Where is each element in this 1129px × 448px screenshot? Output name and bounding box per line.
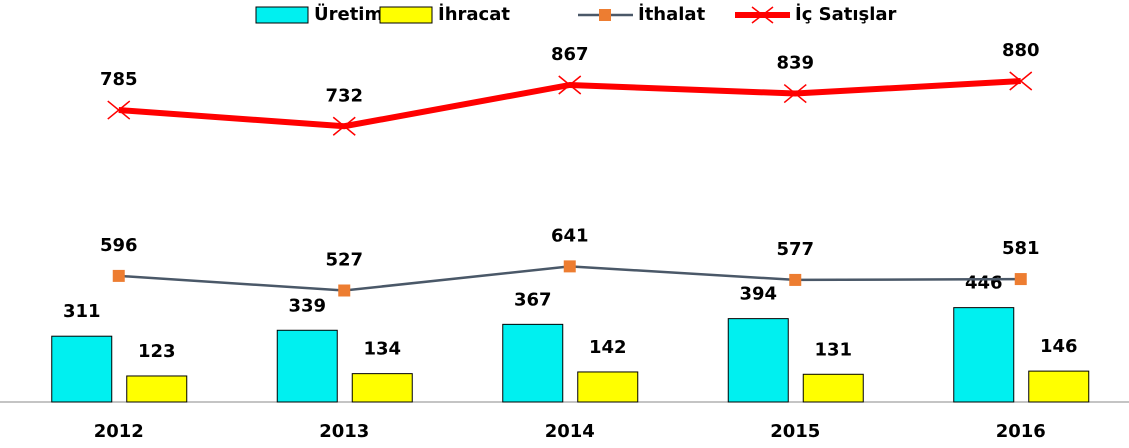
line	[118, 78, 1021, 130]
bar	[502, 323, 564, 403]
value-label: 142	[589, 337, 627, 358]
value-label: 446	[965, 273, 1003, 294]
x-tick-label: 2012	[94, 421, 144, 442]
marker	[332, 116, 356, 136]
bar	[727, 318, 789, 403]
marker	[563, 260, 576, 273]
value-label: 785	[100, 69, 138, 90]
value-label: 131	[814, 339, 852, 360]
marker	[107, 100, 131, 120]
value-label: 581	[1002, 238, 1040, 259]
bar	[51, 335, 113, 403]
bar	[953, 307, 1015, 403]
value-label: 367	[514, 289, 552, 310]
x-tick-label: 2013	[319, 421, 369, 442]
value-label: 839	[776, 53, 814, 74]
bar	[577, 371, 639, 403]
value-label: 577	[776, 239, 814, 260]
marker	[783, 83, 807, 104]
marker	[789, 273, 802, 286]
marker	[112, 269, 125, 282]
marker	[1009, 71, 1033, 91]
value-label: 732	[325, 85, 363, 106]
value-label: 146	[1040, 336, 1078, 357]
legend-swatch	[255, 6, 309, 24]
legend-label: İhracat	[438, 3, 510, 25]
x-tick-label: 2016	[996, 421, 1046, 442]
legend-marker	[599, 9, 611, 21]
bar	[276, 329, 338, 403]
x-tick-label: 2014	[545, 421, 595, 442]
legend-label: İthalat	[638, 3, 706, 25]
legend-swatch	[379, 6, 433, 24]
value-label: 880	[1002, 40, 1040, 61]
value-label: 394	[739, 284, 777, 305]
value-label: 123	[138, 341, 176, 362]
value-label: 596	[100, 235, 138, 256]
x-tick-label: 2015	[770, 421, 820, 442]
bar	[1028, 370, 1090, 403]
value-label: 867	[551, 44, 589, 65]
bar	[126, 375, 188, 403]
value-label: 339	[288, 295, 326, 316]
marker	[338, 284, 351, 297]
bar	[802, 373, 864, 403]
value-label: 311	[63, 301, 101, 322]
marker	[558, 75, 582, 95]
marker	[1014, 273, 1027, 286]
legend-marker	[751, 6, 774, 24]
legend-label: Üretim	[314, 3, 383, 25]
value-label: 527	[325, 249, 363, 270]
value-label: 134	[363, 339, 401, 360]
bar	[351, 373, 413, 403]
value-label: 641	[551, 225, 589, 246]
legend-label: İç Satışlar	[795, 3, 897, 25]
